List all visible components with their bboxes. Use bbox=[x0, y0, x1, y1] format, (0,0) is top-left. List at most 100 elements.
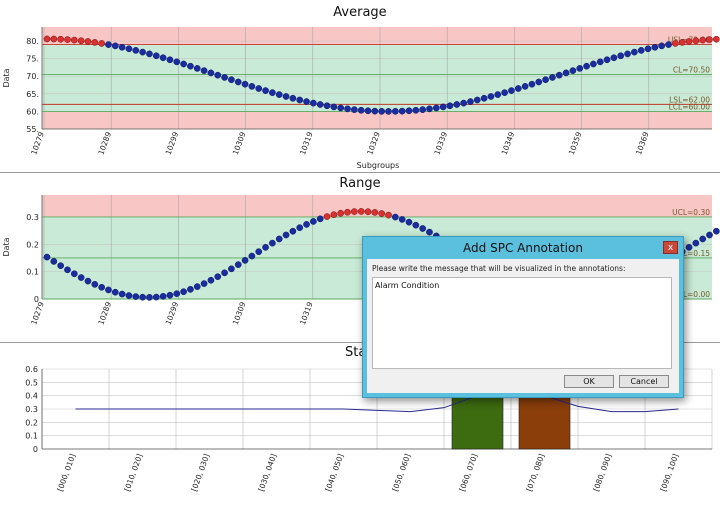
data-point bbox=[412, 221, 420, 229]
x-tick-label: [000, 010] bbox=[55, 453, 77, 493]
y-tick-label: 0.1 bbox=[25, 432, 38, 441]
x-tick-label: [090, 100] bbox=[658, 453, 680, 493]
y-tick-label: 0 bbox=[34, 295, 39, 304]
histogram-bar bbox=[451, 395, 504, 450]
limit-label: LSL=62.00 bbox=[669, 95, 710, 104]
data-point bbox=[214, 71, 222, 79]
alarm-point bbox=[323, 213, 331, 220]
data-point bbox=[337, 104, 345, 112]
data-point bbox=[43, 253, 51, 261]
close-icon[interactable]: x bbox=[663, 241, 678, 254]
x-tick-label: 10359 bbox=[567, 130, 584, 156]
data-point bbox=[275, 91, 283, 98]
panel-divider bbox=[0, 342, 720, 343]
alarm-point bbox=[385, 211, 392, 219]
data-point bbox=[187, 286, 194, 293]
x-tick-label: 10289 bbox=[96, 300, 113, 326]
data-point bbox=[50, 258, 58, 265]
panel-divider bbox=[0, 172, 720, 173]
annotation-text-field[interactable] bbox=[372, 277, 672, 369]
data-point bbox=[514, 85, 522, 92]
data-point bbox=[159, 54, 167, 62]
data-point bbox=[316, 215, 324, 223]
y-tick-label: 0.1 bbox=[26, 268, 39, 277]
data-point bbox=[262, 87, 269, 94]
y-tick-label: 0.2 bbox=[25, 418, 38, 427]
data-point bbox=[269, 89, 276, 96]
data-point bbox=[419, 106, 426, 113]
data-point bbox=[125, 45, 133, 53]
y-tick-label: 0.3 bbox=[25, 405, 38, 414]
average-chart-title: Average bbox=[333, 5, 387, 20]
y-tick-label: 0.6 bbox=[25, 365, 38, 374]
data-point bbox=[412, 106, 420, 114]
data-point bbox=[426, 105, 433, 113]
data-point bbox=[139, 48, 146, 56]
data-point bbox=[398, 216, 406, 223]
data-point bbox=[528, 80, 536, 88]
data-point bbox=[473, 96, 481, 104]
x-tick-label: 10339 bbox=[432, 130, 449, 156]
data-point bbox=[207, 276, 215, 284]
data-point bbox=[453, 101, 461, 108]
data-point bbox=[426, 228, 433, 236]
limit-label: LCL=60.00 bbox=[669, 102, 711, 111]
x-tick-label: 10299 bbox=[164, 130, 181, 156]
alarm-point bbox=[357, 208, 365, 215]
data-point bbox=[248, 252, 256, 260]
data-point bbox=[439, 103, 447, 111]
alarm-point bbox=[98, 40, 105, 47]
average-chart: 55. 60. 65. 70. 75. 80. 10279 10289 10299 10309 10… bbox=[2, 27, 720, 170]
limit-label: UCL=0.30 bbox=[672, 208, 710, 217]
alarm-point bbox=[378, 210, 386, 217]
data-point bbox=[316, 101, 324, 108]
alarm-point bbox=[77, 37, 85, 45]
x-tick-label: 10319 bbox=[298, 300, 315, 326]
data-point bbox=[57, 262, 65, 270]
data-point bbox=[569, 67, 577, 74]
data-point bbox=[364, 107, 372, 115]
data-point bbox=[555, 71, 563, 79]
data-point bbox=[180, 288, 187, 296]
data-point bbox=[323, 102, 331, 110]
data-point bbox=[91, 281, 99, 288]
limit-label: CL=70.50 bbox=[673, 65, 710, 74]
data-point bbox=[228, 265, 235, 273]
data-point bbox=[241, 80, 249, 88]
data-point bbox=[576, 65, 584, 72]
y-tick-label: 0.3 bbox=[26, 213, 39, 222]
data-point bbox=[310, 218, 317, 225]
x-tick-label: 10319 bbox=[298, 130, 315, 156]
alarm-point bbox=[70, 36, 78, 44]
y-tick-label: 55. bbox=[26, 125, 39, 134]
data-point bbox=[467, 98, 474, 105]
data-point bbox=[562, 69, 570, 77]
dialog-body: Please write the message that will be vi… bbox=[367, 259, 679, 393]
data-point bbox=[617, 52, 625, 60]
data-point bbox=[241, 257, 249, 264]
data-point bbox=[289, 94, 297, 102]
data-point bbox=[146, 50, 153, 58]
add-annotation-dialog: Add SPC Annotation x Please write the me… bbox=[362, 236, 684, 398]
y-tick-label: 70. bbox=[26, 72, 39, 81]
data-point bbox=[432, 104, 440, 112]
data-point bbox=[207, 69, 215, 77]
data-point bbox=[371, 107, 379, 115]
alarm-point bbox=[699, 36, 707, 44]
data-point bbox=[139, 293, 146, 301]
data-point bbox=[303, 98, 310, 105]
data-point bbox=[405, 107, 413, 115]
data-point bbox=[118, 290, 126, 298]
cancel-button[interactable]: Cancel bbox=[619, 375, 669, 388]
x-tick-label: 10369 bbox=[634, 130, 651, 156]
x-axis-label: Subgroups bbox=[357, 161, 400, 170]
alarm-point bbox=[43, 35, 51, 43]
ok-button[interactable]: OK bbox=[564, 375, 614, 388]
data-point bbox=[590, 60, 597, 68]
average-panel: Average 55. 60. 65. 70. 75. 80. 10279 10289 1029… bbox=[0, 0, 720, 172]
upper-out-of-spec-band bbox=[42, 27, 712, 45]
data-point bbox=[391, 107, 399, 115]
data-point bbox=[234, 78, 242, 86]
alarm-point bbox=[84, 38, 92, 45]
data-point bbox=[255, 85, 263, 92]
